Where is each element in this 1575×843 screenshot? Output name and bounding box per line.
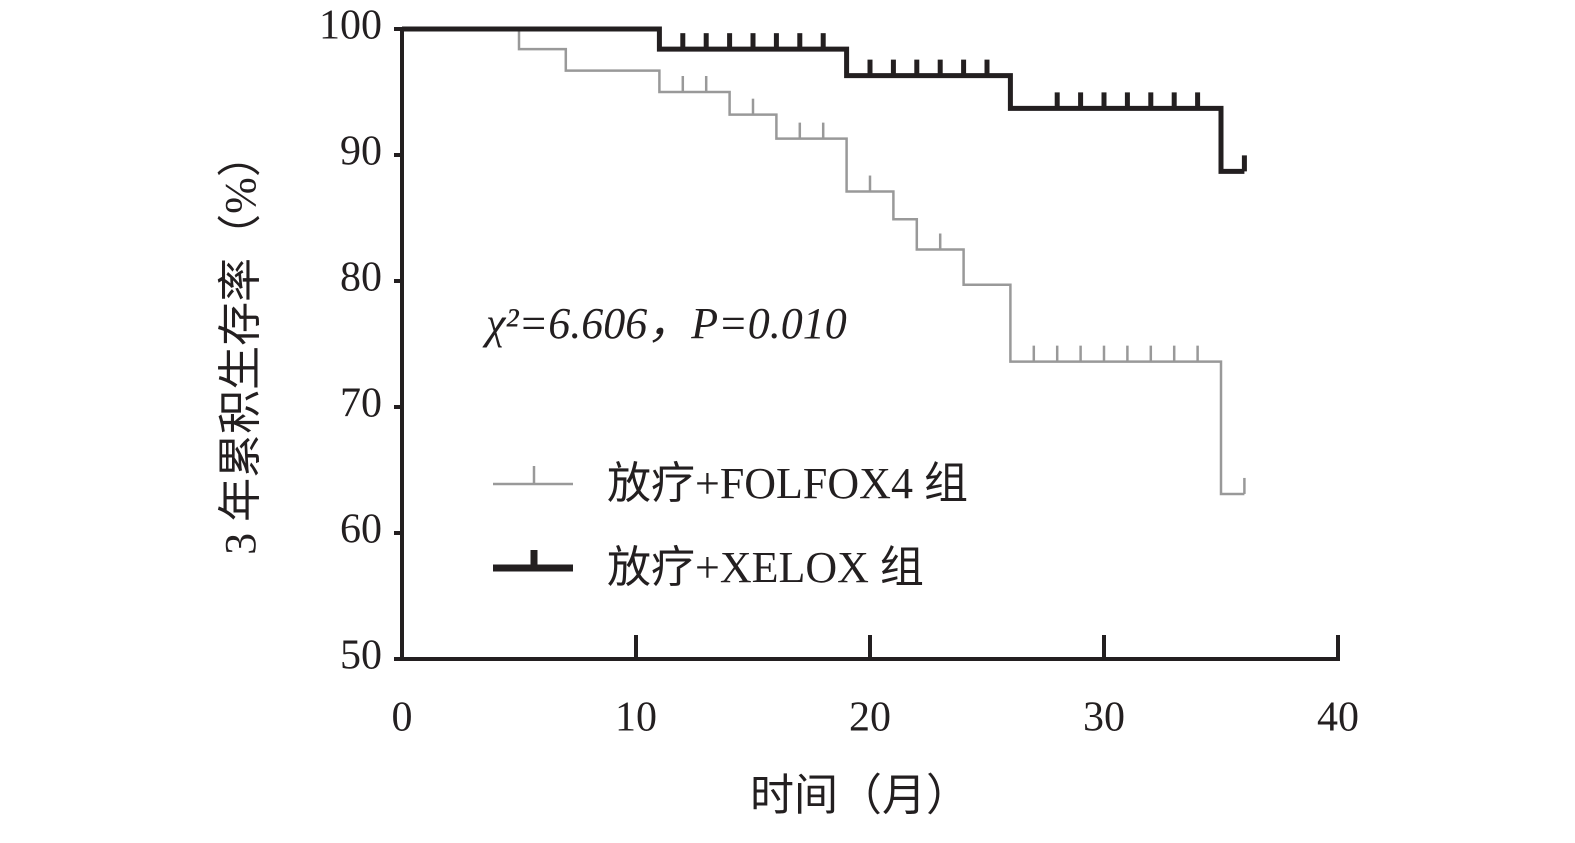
x-tick-label: 30	[1083, 695, 1125, 741]
y-axis-label: 3 年累积生存率（%）	[216, 133, 265, 555]
x-tick-label: 20	[849, 695, 891, 741]
survival-curve	[402, 26, 1245, 174]
legend-label: 放疗+XELOX 组	[607, 543, 924, 592]
x-axis-label: 时间（月）	[750, 771, 970, 820]
survival-curve	[402, 27, 1245, 496]
y-tick-label: 50	[340, 633, 382, 679]
y-tick-label: 90	[340, 129, 382, 175]
x-tick-label: 10	[615, 695, 657, 741]
annotation: χ²=6.606，P=0.010	[482, 299, 847, 348]
y-tick-label: 70	[340, 381, 382, 427]
y-tick-label: 60	[340, 507, 382, 553]
legend-label: 放疗+FOLFOX4 组	[607, 459, 968, 508]
y-tick-label: 80	[340, 255, 382, 301]
x-tick-label: 40	[1317, 695, 1359, 741]
x-tick-label: 0	[392, 695, 413, 741]
y-tick-label: 100	[319, 3, 382, 49]
